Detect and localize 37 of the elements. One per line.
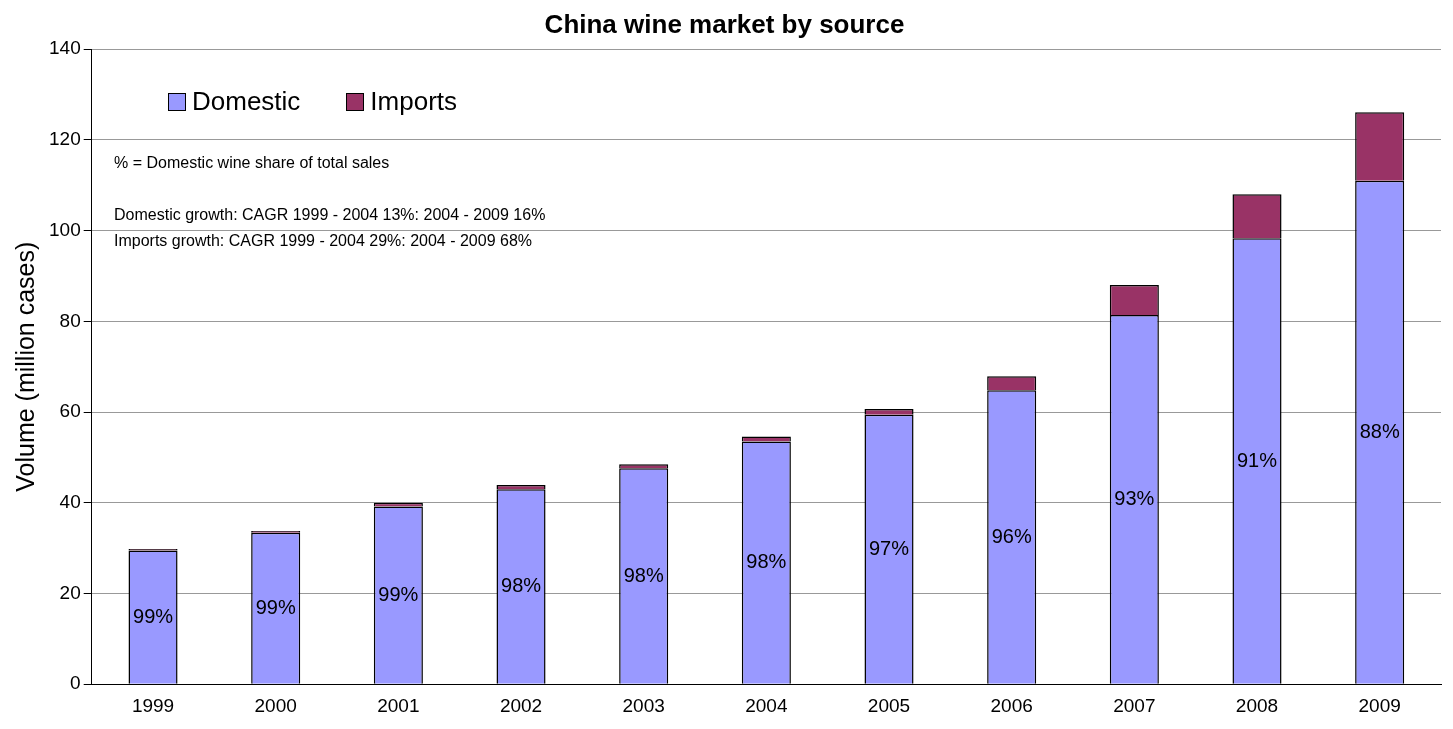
x-tick-label: 2005	[867, 694, 911, 716]
annotation: Domestic growth: CAGR 1999 - 2004 13%: 2004 - 2009 16%	[114, 205, 546, 225]
annotation: 99%	[378, 582, 419, 605]
x-tick-label: 2002	[499, 694, 543, 716]
annotation: 99%	[133, 604, 174, 627]
y-tick-label: 40	[59, 491, 81, 513]
y-axis-title: Volume (million cases)	[10, 241, 39, 492]
y-tick-label: 60	[59, 400, 81, 422]
x-tick-label: 2000	[254, 694, 297, 716]
annotation: 99%	[255, 595, 296, 618]
x-tick-label: 1999	[131, 694, 175, 716]
x-tick-label: 2001	[377, 694, 420, 716]
annotation: 93%	[1114, 486, 1155, 509]
annotation: % = Domestic wine share of total sales	[114, 153, 391, 173]
annotation: Imports growth: CAGR 1999 - 2004 29%: 2004 - 2009 68%	[114, 231, 533, 251]
legend-label: Domestic	[192, 86, 301, 117]
y-tick-label: 140	[49, 37, 81, 59]
x-tick-label: 2004	[745, 694, 788, 716]
x-tick-label: 2006	[990, 694, 1033, 716]
y-tick-label: 120	[49, 128, 81, 150]
y-tick-label: 20	[59, 581, 81, 603]
x-tick-label: 2008	[1235, 694, 1279, 716]
annotation: 91%	[1236, 448, 1278, 471]
legend-label: Imports	[370, 86, 458, 117]
chart-title: China wine market by source	[544, 8, 905, 39]
y-tick-label: 100	[49, 218, 81, 240]
y-tick-label: 0	[70, 672, 81, 694]
annotation: 98%	[501, 573, 542, 596]
annotation: 88%	[1359, 419, 1400, 442]
x-tick-label: 2007	[1113, 694, 1156, 716]
x-tick-label: 2009	[1358, 694, 1401, 716]
annotation: 96%	[991, 524, 1032, 547]
x-tick-label: 2003	[622, 694, 665, 716]
annotation: 98%	[746, 550, 787, 573]
annotation: 97%	[869, 536, 910, 559]
y-tick-label: 80	[59, 309, 81, 331]
annotation: 98%	[623, 563, 664, 586]
